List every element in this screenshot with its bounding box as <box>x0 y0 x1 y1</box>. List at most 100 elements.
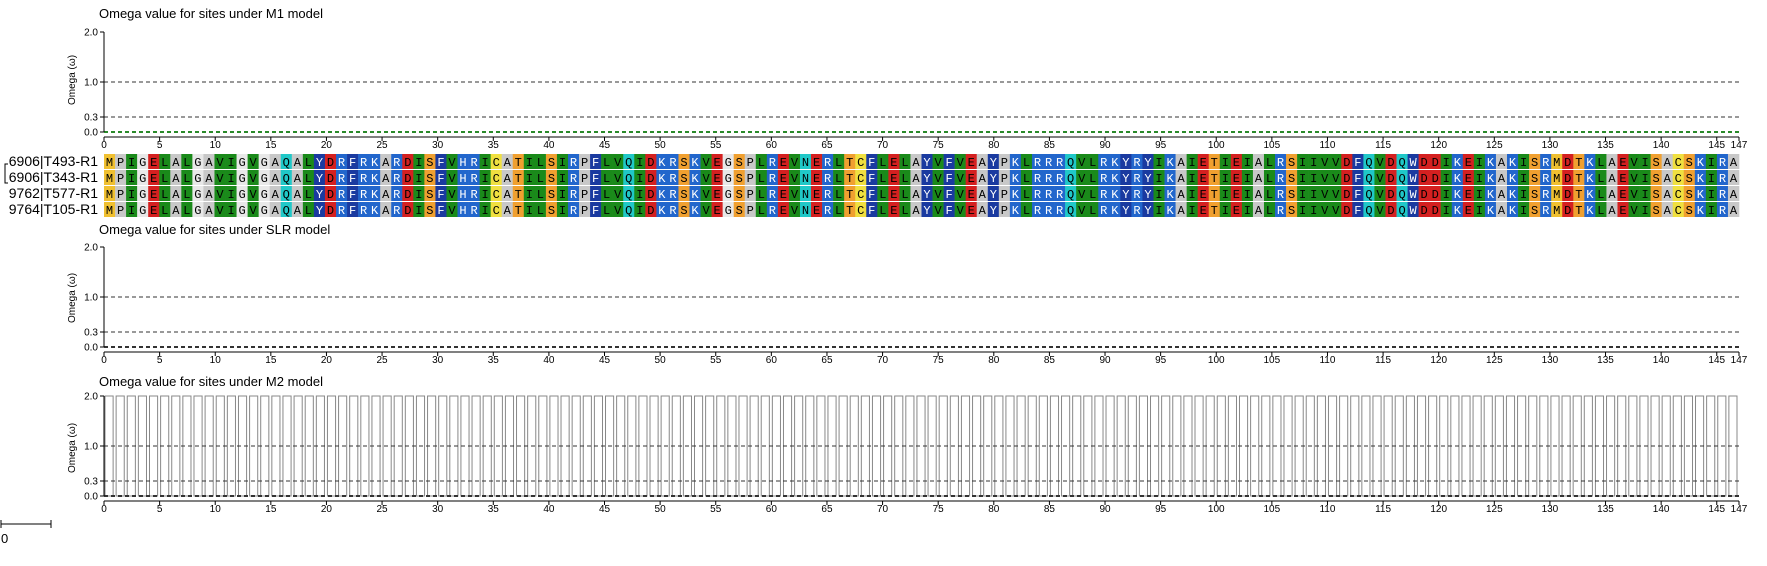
residue-cell <box>1661 202 1674 217</box>
residue-cell <box>1020 202 1033 217</box>
residue-letter: V <box>448 156 456 170</box>
residue-cell <box>1219 202 1232 217</box>
residue-letter: I <box>415 172 422 186</box>
residue-cell <box>534 170 547 185</box>
residue-cell <box>1120 202 1132 217</box>
residue-letter: D <box>1387 204 1394 218</box>
residue-cell <box>104 202 116 217</box>
residue-cell <box>137 170 149 185</box>
sequence-name[interactable]: 9762|T577-R1 <box>9 185 98 201</box>
residue-letter: I <box>1641 156 1648 170</box>
residue-cell <box>678 186 690 201</box>
residue-cell <box>159 170 171 185</box>
residue-letter: Q <box>1398 172 1405 186</box>
residue-letter: S <box>426 204 433 218</box>
residue-letter: C <box>493 204 500 218</box>
residue-cell <box>1694 170 1707 185</box>
residue-cell <box>998 186 1011 201</box>
y-tick-label: 1.0 <box>84 442 98 453</box>
residue-cell <box>380 154 392 169</box>
residue-cell <box>678 154 690 169</box>
residue-cell <box>545 186 558 201</box>
residue-cell <box>1584 170 1596 185</box>
sequence-name[interactable]: 6906|T493-R1 <box>9 153 98 169</box>
residue-letter: R <box>1034 204 1041 218</box>
residue-letter: I <box>128 156 135 170</box>
x-tick-label: 147 <box>1731 140 1748 151</box>
residue-cell <box>1716 154 1729 169</box>
residue-cell <box>1617 170 1629 185</box>
residue-cell <box>1495 154 1508 169</box>
residue-cell <box>302 154 315 169</box>
residue-cell <box>711 202 723 217</box>
residue-cell <box>446 186 458 201</box>
x-tick-label: 0 <box>101 504 107 515</box>
residue-cell <box>656 154 668 169</box>
residue-letter: P <box>117 204 124 218</box>
residue-cell <box>1595 154 1607 169</box>
residue-cell <box>899 154 911 169</box>
residue-cell <box>490 202 503 217</box>
residue-cell <box>1098 202 1110 217</box>
residue-cell <box>335 170 348 185</box>
residue-letter: L <box>603 172 610 186</box>
residue-cell <box>1694 154 1707 169</box>
residue-letter: D <box>1432 156 1439 170</box>
residue-letter: P <box>1001 204 1008 218</box>
residue-letter: I <box>1443 172 1450 186</box>
sequence-name[interactable]: 6906|T343-R1 <box>9 169 98 185</box>
residue-cell <box>645 186 657 201</box>
residue-letter: L <box>879 156 886 170</box>
residue-letter: G <box>139 172 146 186</box>
residue-letter: Y <box>923 156 930 170</box>
residue-cell <box>855 170 867 185</box>
residue-cell <box>1120 170 1132 185</box>
residue-cell <box>115 154 127 169</box>
residue-letter: I <box>415 156 422 170</box>
residue-cell <box>1241 186 1254 201</box>
residue-letter: L <box>1023 172 1030 186</box>
residue-letter: Q <box>283 188 290 202</box>
residue-letter: E <box>1619 188 1626 202</box>
residue-cell <box>203 170 215 185</box>
residue-cell <box>236 154 248 169</box>
residue-cell <box>545 170 558 185</box>
residue-letter: A <box>979 172 987 186</box>
residue-letter: V <box>448 172 456 186</box>
residue-cell <box>1540 202 1552 217</box>
residue-cell <box>104 154 116 169</box>
x-tick-label: 130 <box>1542 504 1559 515</box>
residue-cell <box>1529 170 1541 185</box>
residue-cell <box>1308 170 1320 185</box>
residue-letter: A <box>1178 172 1186 186</box>
residue-letter: H <box>459 172 466 186</box>
residue-cell <box>656 170 668 185</box>
residue-cell <box>1352 154 1364 169</box>
residue-letter: V <box>1376 172 1384 186</box>
residue-cell <box>1175 154 1187 169</box>
residue-letter: L <box>758 156 765 170</box>
residue-cell <box>667 170 679 185</box>
residue-letter: I <box>1299 204 1306 218</box>
residue-letter: V <box>216 172 224 186</box>
residue-cell <box>1716 202 1729 217</box>
residue-cell <box>1065 186 1077 201</box>
residue-letter: E <box>1233 156 1240 170</box>
residue-letter: D <box>327 188 334 202</box>
residue-cell <box>424 202 436 217</box>
x-tick-label: 70 <box>877 504 889 515</box>
residue-cell <box>899 170 911 185</box>
x-tick-label: 25 <box>376 140 388 151</box>
residue-letter: R <box>769 156 776 170</box>
residue-cell <box>280 170 293 185</box>
residue-cell <box>645 170 657 185</box>
residue-letter: T <box>1211 188 1218 202</box>
residue-cell <box>1297 170 1309 185</box>
sequence-name[interactable]: 9764|T105-R1 <box>9 201 98 217</box>
residue-cell <box>998 170 1011 185</box>
residue-letter: F <box>349 204 356 218</box>
x-tick-label: 147 <box>1731 504 1748 515</box>
residue-cell <box>1330 202 1342 217</box>
residue-cell <box>1628 154 1640 169</box>
residue-letter: R <box>669 204 676 218</box>
